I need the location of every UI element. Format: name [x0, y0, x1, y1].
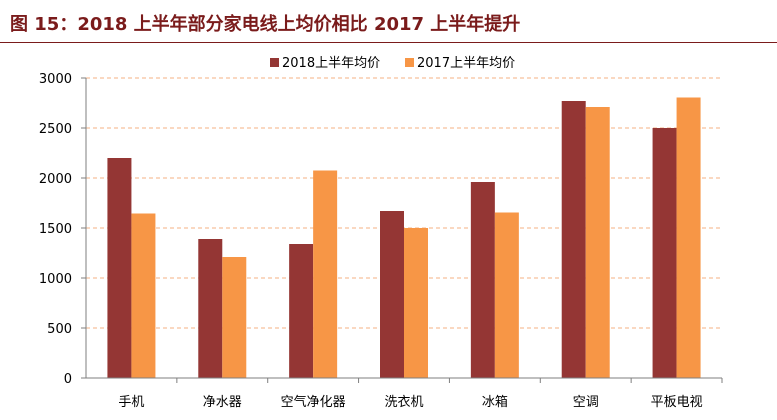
y-tick-label: 2000: [39, 172, 72, 187]
bar-2018-0: [107, 158, 132, 378]
y-axis-ticks: 0 500 1000 1500 2000 2500 3000: [39, 72, 72, 387]
x-tick-label: 平板电视: [651, 395, 703, 410]
bar-2018-6: [652, 128, 677, 378]
bar-2018-4: [470, 182, 495, 378]
bar-2017-4: [494, 212, 519, 378]
y-tick-label: 0: [64, 372, 72, 387]
bar-2017-3: [404, 228, 428, 378]
bar-2018-3: [380, 211, 404, 378]
y-tick-label: 2500: [39, 122, 72, 137]
y-tick-label: 1000: [39, 272, 72, 287]
legend-swatch-2018: [270, 58, 279, 67]
bar-2018-5: [561, 101, 586, 378]
bar-2018-2: [289, 244, 314, 378]
bar-2018-1: [198, 239, 223, 378]
legend-label-2018: 2018上半年均价: [282, 56, 380, 71]
x-tick-label: 手机: [118, 395, 144, 410]
bars: [107, 97, 701, 378]
x-tick-label: 空调: [573, 395, 599, 410]
bar-2017-6: [676, 97, 701, 378]
bar-2017-1: [222, 257, 247, 378]
bar-2017-2: [313, 170, 338, 378]
chart-title: 图 15：2018 上半年部分家电线上均价相比 2017 上半年提升: [10, 14, 521, 35]
x-axis: 手机 净水器 空气净化器 洗衣机 冰箱 空调 平板电视: [81, 77, 723, 410]
y-tick-label: 1500: [39, 222, 72, 237]
legend-swatch-2017: [405, 58, 414, 67]
bar-2017-5: [585, 107, 610, 378]
y-tick-label: 3000: [39, 72, 72, 87]
legend: 2018上半年均价 2017上半年均价: [270, 56, 515, 71]
x-tick-label: 空气净化器: [281, 394, 346, 410]
y-tick-label: 500: [47, 322, 72, 337]
title-underline: [0, 42, 777, 43]
bar-2017-0: [131, 213, 156, 378]
legend-label-2017: 2017上半年均价: [417, 56, 515, 71]
x-tick-label: 洗衣机: [384, 394, 423, 410]
x-tick-label: 冰箱: [482, 394, 508, 410]
x-tick-label: 净水器: [203, 395, 242, 410]
